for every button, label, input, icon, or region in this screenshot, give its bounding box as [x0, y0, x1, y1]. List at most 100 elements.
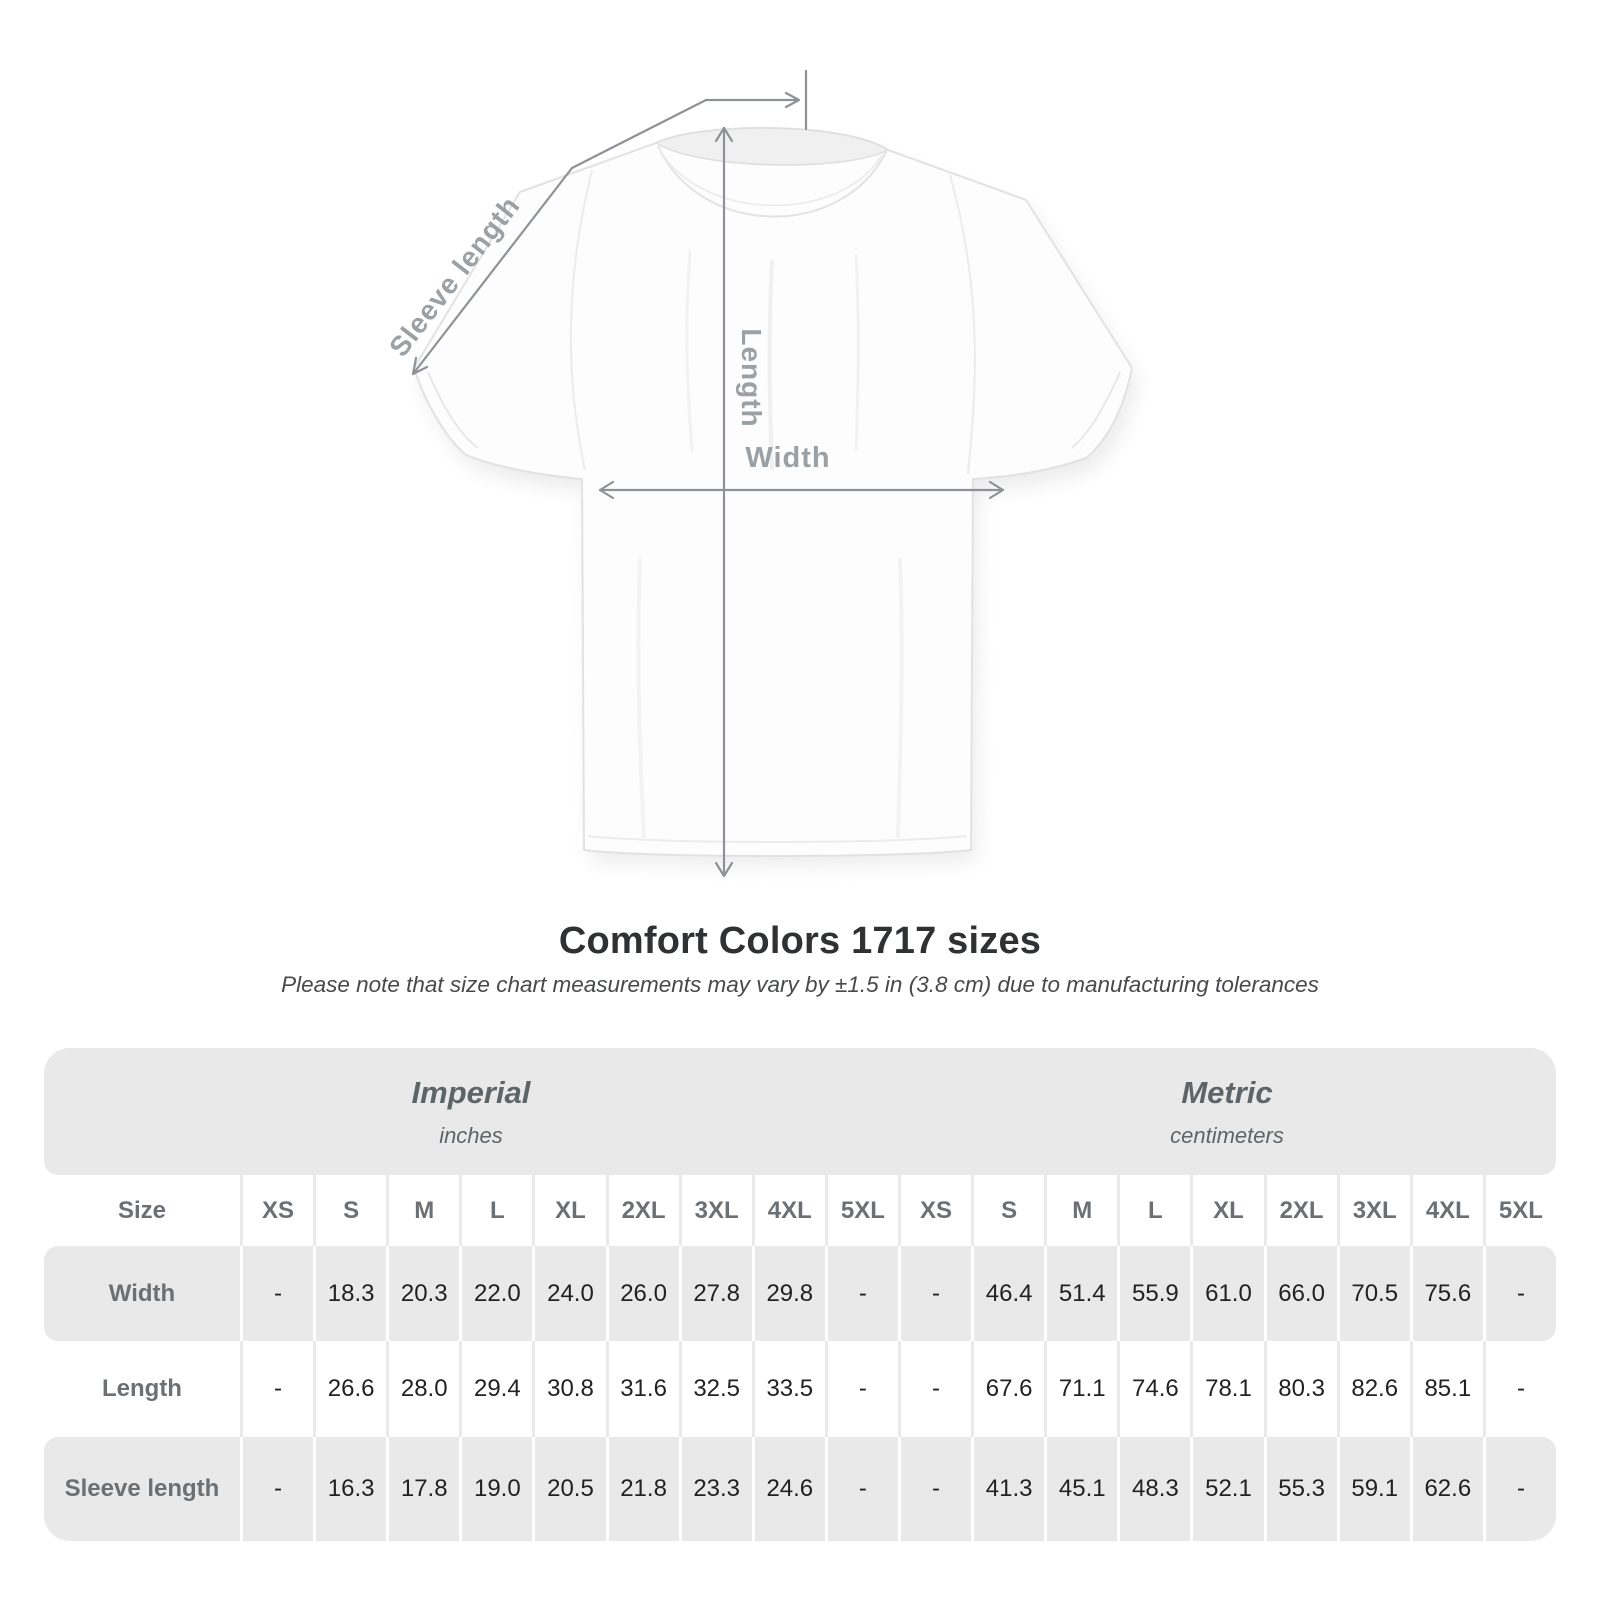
value-cell-9: -	[897, 1437, 971, 1541]
size-col-14: 2XL	[1263, 1175, 1337, 1246]
value-cell-17: -	[1482, 1437, 1556, 1541]
value-cell-10: 41.3	[971, 1437, 1044, 1541]
size-col-10: S	[971, 1175, 1044, 1246]
measurement-arrows	[411, 69, 1005, 878]
size-col-15: 3XL	[1336, 1175, 1410, 1246]
size-col-12: L	[1117, 1175, 1190, 1246]
metric-title: Metric	[1181, 1074, 1273, 1110]
value-cell-0: -	[239, 1341, 313, 1437]
value-cell-10: 67.6	[971, 1341, 1044, 1437]
value-cell-2: 28.0	[386, 1341, 459, 1437]
value-cell-10: 46.4	[971, 1246, 1044, 1341]
table-row-sleeve-length: Sleeve length -16.3 17.8 19.0 20.5 21.8 23.3 24…	[44, 1437, 1556, 1541]
value-cell-16: 75.6	[1409, 1246, 1483, 1341]
collar-stitch	[659, 149, 883, 207]
size-table-body: Size XS S M L XL 2XL 3XL 4XL 5XL XS S M L XL 2XL 3XL 4XL 5…	[44, 1175, 1556, 1541]
size-col-17: 5XL	[1482, 1175, 1556, 1246]
value-cell-0: -	[239, 1246, 313, 1341]
imperial-section-header: Imperial inches	[44, 1075, 898, 1149]
left-sleeve-seam	[569, 169, 593, 471]
width-arrow	[598, 480, 1005, 500]
page-title: Comfort Colors 1717 sizes	[558, 920, 1042, 962]
value-cell-17: -	[1482, 1246, 1556, 1341]
value-cell-6: 23.3	[678, 1437, 752, 1541]
right-sleeve-seam	[949, 174, 976, 475]
value-cell-5: 31.6	[605, 1341, 679, 1437]
size-col-7: 4XL	[751, 1175, 825, 1246]
right-cuff-stitch	[1071, 371, 1121, 449]
hem-stitch	[587, 835, 967, 843]
value-cell-5: 26.0	[605, 1246, 679, 1341]
collar-band	[657, 145, 887, 218]
size-col-9: XS	[897, 1175, 971, 1246]
value-cell-14: 66.0	[1263, 1246, 1337, 1341]
value-cell-11: 51.4	[1044, 1246, 1117, 1341]
value-cell-15: 82.6	[1336, 1341, 1410, 1437]
value-cell-1: 26.6	[313, 1341, 386, 1437]
value-cell-9: -	[897, 1341, 971, 1437]
size-col-8: 5XL	[824, 1175, 898, 1246]
size-col-13: XL	[1190, 1175, 1263, 1246]
size-col-1: S	[313, 1175, 386, 1246]
unit-header-band: Imperial inches Metric centimeters	[44, 1048, 1556, 1175]
value-cell-2: 17.8	[386, 1437, 459, 1541]
size-col-4: XL	[532, 1175, 605, 1246]
value-cell-7: 33.5	[751, 1341, 825, 1437]
size-table: Imperial inches Metric centimeters Size X…	[44, 1048, 1556, 1541]
tshirt	[413, 127, 1133, 857]
value-cell-8: -	[824, 1246, 898, 1341]
size-header-label: Size	[117, 1196, 166, 1224]
value-cell-15: 59.1	[1336, 1437, 1410, 1541]
size-col-2: M	[386, 1175, 459, 1246]
value-cell-17: -	[1482, 1341, 1556, 1437]
value-cell-12: 74.6	[1117, 1341, 1190, 1437]
value-cell-3: 29.4	[459, 1341, 532, 1437]
length-arrow	[714, 126, 734, 878]
metric-unit: centimeters	[1170, 1122, 1284, 1148]
value-cell-13: 52.1	[1190, 1437, 1263, 1541]
value-cell-8: -	[824, 1341, 898, 1437]
value-cell-16: 62.6	[1409, 1437, 1483, 1541]
value-cell-13: 78.1	[1190, 1341, 1263, 1437]
value-cell-5: 21.8	[605, 1437, 679, 1541]
value-cell-1: 18.3	[313, 1246, 386, 1341]
value-cell-7: 29.8	[751, 1246, 825, 1341]
size-col-6: 3XL	[678, 1175, 752, 1246]
value-cell-4: 24.0	[532, 1246, 605, 1341]
value-cell-15: 70.5	[1336, 1246, 1410, 1341]
row-label: Width	[108, 1279, 176, 1307]
row-label: Length	[101, 1375, 182, 1402]
value-cell-12: 48.3	[1117, 1437, 1190, 1541]
value-cell-3: 19.0	[459, 1437, 532, 1541]
value-cell-1: 16.3	[313, 1437, 386, 1541]
value-cell-6: 27.8	[678, 1246, 752, 1341]
left-cuff-stitch	[427, 371, 479, 449]
length-label: Length	[736, 328, 767, 427]
value-cell-0: -	[239, 1437, 313, 1541]
value-cell-13: 61.0	[1190, 1246, 1263, 1341]
value-cell-7: 24.6	[751, 1437, 825, 1541]
value-cell-9: -	[897, 1246, 971, 1341]
tshirt-measurement-diagram: Sleeve length Length Width	[383, 69, 1138, 878]
value-cell-14: 55.3	[1263, 1437, 1337, 1541]
value-cell-3: 22.0	[459, 1246, 532, 1341]
value-cell-11: 45.1	[1044, 1437, 1117, 1541]
collar-inside	[654, 127, 890, 166]
value-cell-6: 32.5	[678, 1341, 752, 1437]
sleeve-length-arrow	[411, 69, 808, 376]
size-col-11: M	[1044, 1175, 1117, 1246]
table-row-length: Length -26.6 28.0 29.4 30.8 31.6 32.5 33.5- -67.…	[44, 1341, 1556, 1437]
imperial-title: Imperial	[411, 1074, 531, 1110]
value-cell-4: 30.8	[532, 1341, 605, 1437]
tshirt-silhouette	[413, 127, 1133, 857]
size-col-0: XS	[239, 1175, 313, 1246]
width-label: Width	[745, 442, 830, 474]
table-row-width: Width -18.3 20.3 22.0 24.0 26.0 27.8 29.8- -46.4…	[44, 1246, 1556, 1341]
value-cell-2: 20.3	[386, 1246, 459, 1341]
value-cell-14: 80.3	[1263, 1341, 1337, 1437]
row-label: Sleeve length	[64, 1475, 220, 1502]
value-cell-11: 71.1	[1044, 1341, 1117, 1437]
tolerance-note: Please note that size chart measurements…	[281, 972, 1319, 997]
value-cell-4: 20.5	[532, 1437, 605, 1541]
